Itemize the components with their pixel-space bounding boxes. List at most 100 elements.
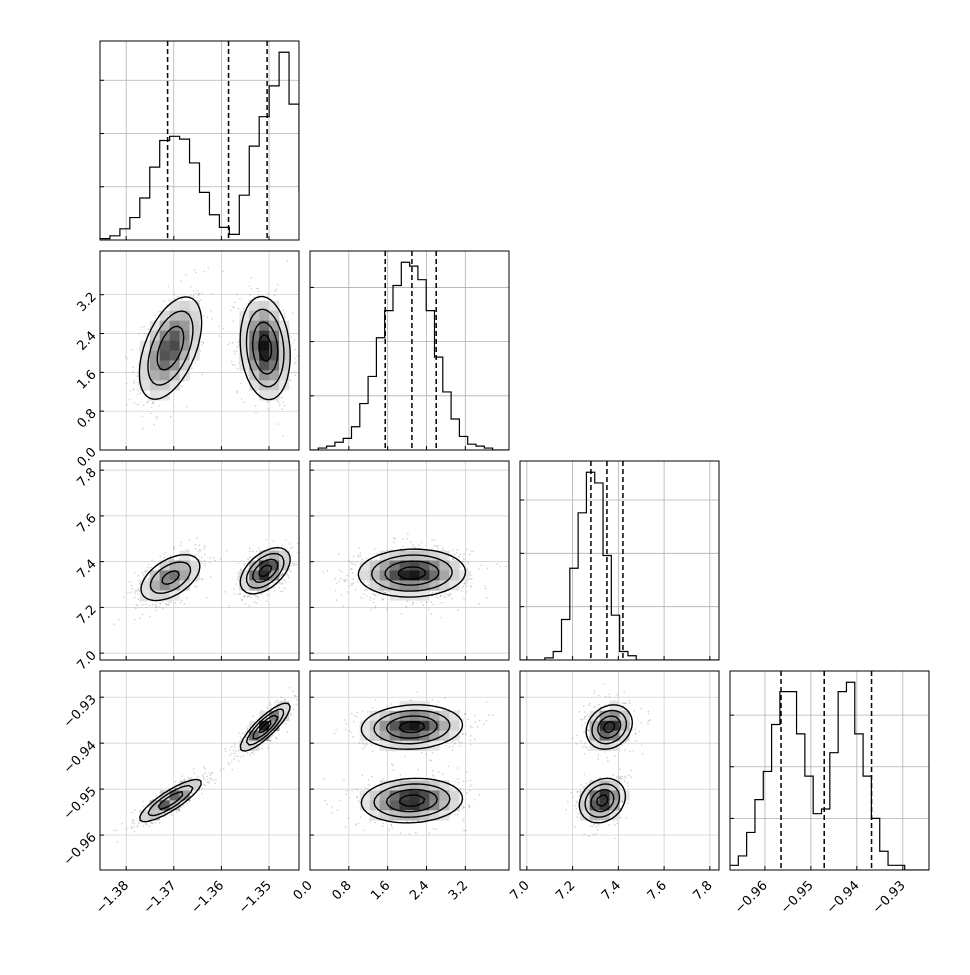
- scatter-point-3-0-464: [361, 558, 363, 560]
- scatter-point-3-0-162: [360, 552, 362, 554]
- density-block-0-16-12: [259, 370, 269, 380]
- scatter-point-2-0-457: [209, 781, 211, 783]
- scatter-point-1-0-279: [173, 546, 175, 548]
- scatter-point-1-1-341: [276, 546, 278, 548]
- scatter-point-2-1-319: [238, 750, 240, 752]
- scatter-point-0-0-80: [181, 298, 183, 300]
- scatter-point-4-0-156: [400, 832, 402, 834]
- scatter-point-1-0-432: [144, 571, 146, 573]
- scatter-point-0-0-236: [158, 405, 160, 407]
- scatter-point-1-0-353: [159, 602, 161, 604]
- scatter-point-1-0-151: [134, 572, 136, 574]
- scatter-point-2-1-270: [270, 707, 272, 709]
- scatter-point-3-0-417: [363, 594, 365, 596]
- scatter-point-0-1-305: [243, 308, 245, 310]
- scatter-point-1-0-202: [156, 610, 158, 612]
- density-block-0-8-7: [180, 321, 190, 331]
- scatter-point-1-0-410: [166, 604, 168, 606]
- scatter-point-0-0-549: [203, 342, 205, 344]
- contour-panel-1-2: [307, 461, 509, 660]
- scatter-point-3-0-357: [307, 594, 309, 596]
- scatter-point-3-0-520: [471, 578, 473, 580]
- scatter-point-2-1-490: [253, 716, 255, 718]
- scatter-point-0-0-452: [152, 402, 154, 404]
- scatter-point-3-0-80: [338, 569, 340, 571]
- scatter-point-1-1-500: [256, 551, 258, 553]
- scatter-point-2-0-263: [204, 768, 206, 770]
- scatter-point-1-0-491: [149, 616, 151, 618]
- scatter-point-1-1-313: [233, 593, 235, 595]
- scatter-point-2-1-7: [267, 707, 269, 709]
- scatter-point-2-0-109: [133, 826, 135, 828]
- scatter-point-2-1-73: [276, 701, 278, 703]
- scatter-point-0-1-252: [294, 358, 296, 360]
- scatter-point-1-1-138: [266, 539, 268, 541]
- scatter-point-0-1-319: [294, 339, 296, 341]
- scatter-point-3-0-222: [421, 601, 423, 603]
- scatter-point-1-0-219: [204, 548, 206, 550]
- scatter-point-0-0-412: [190, 286, 192, 288]
- scatter-point-3-0-500: [373, 598, 375, 600]
- scatter-point-3-0-493: [335, 590, 337, 592]
- scatter-point-0-0-370: [193, 295, 195, 297]
- density-block-3-9-13: [400, 590, 410, 600]
- density-block-1-8-9: [180, 551, 190, 561]
- scatter-point-3-0-654: [467, 561, 469, 563]
- scatter-point-1-0-8: [145, 604, 147, 606]
- scatter-point-1-0-196: [184, 603, 186, 605]
- scatter-point-3-0-581: [469, 573, 471, 575]
- density-block-0-9-8: [190, 331, 200, 341]
- scatter-point-0-0-0: [218, 326, 220, 328]
- scatter-point-2-0-229: [214, 782, 216, 784]
- histogram-steps-3: [730, 682, 930, 870]
- scatter-point-2-1-534: [252, 752, 254, 754]
- scatter-point-1-1-227: [248, 568, 250, 570]
- scatter-point-2-0-29: [197, 776, 199, 778]
- scatter-point-4-0-2: [429, 832, 431, 834]
- scatter-point-0-0-221: [185, 274, 187, 276]
- scatter-point-2-1-351: [225, 750, 227, 752]
- scatter-point-1-0-447: [180, 545, 182, 547]
- scatter-point-2-0-344: [209, 773, 211, 775]
- scatter-point-3-0-353: [456, 549, 458, 551]
- scatter-point-0-0-421: [133, 388, 135, 390]
- scatter-point-2-1-80: [293, 708, 295, 710]
- scatter-point-0-1-441: [233, 306, 235, 308]
- density-block-0-8-5: [180, 301, 190, 311]
- scatter-point-0-1-414: [295, 362, 297, 364]
- scatter-point-1-0-284: [170, 601, 172, 603]
- scatter-point-0-0-54: [136, 375, 138, 377]
- scatter-point-0-1-295: [277, 423, 279, 425]
- scatter-point-2-1-480: [235, 755, 237, 757]
- scatter-point-3-0-759: [360, 555, 362, 557]
- scatter-point-1-0-80: [159, 555, 161, 557]
- scatter-point-0-1-97: [236, 293, 238, 295]
- scatter-point-2-0-220: [201, 793, 203, 795]
- scatter-point-4-0-70: [460, 788, 462, 790]
- scatter-point-2-0-135: [203, 784, 205, 786]
- scatter-point-0-0-543: [222, 271, 224, 273]
- scatter-point-1-0-226: [169, 556, 171, 558]
- scatter-point-0-0-285: [138, 382, 140, 384]
- scatter-point-2-1-500: [275, 737, 277, 739]
- scatter-point-2-0-97: [206, 776, 208, 778]
- density-block-0-7-9: [170, 341, 180, 351]
- scatter-point-2-0-416: [131, 828, 133, 830]
- scatter-point-4-0-233: [351, 790, 353, 792]
- density-blocks-0: [140, 301, 290, 401]
- scatter-point-0-0-407: [219, 335, 221, 337]
- scatter-point-3-0-556: [393, 537, 395, 539]
- scatter-point-1-0-96: [175, 602, 177, 604]
- scatter-point-3-0-608: [376, 553, 378, 555]
- scatter-point-0-0-240: [126, 404, 128, 406]
- scatter-point-1-0-5: [159, 606, 161, 608]
- scatter-point-2-1-267: [233, 758, 235, 760]
- scatter-point-1-0-230: [201, 562, 203, 564]
- scatter-point-1-1-279: [289, 543, 291, 545]
- scatter-point-1-0-170: [165, 552, 167, 554]
- scatter-point-1-0-493: [152, 604, 154, 606]
- scatter-point-3-0-532: [350, 568, 352, 570]
- scatter-point-3-0-996: [367, 581, 369, 583]
- scatter-point-0-0-535: [153, 402, 155, 404]
- scatter-point-4-0-143: [438, 771, 440, 773]
